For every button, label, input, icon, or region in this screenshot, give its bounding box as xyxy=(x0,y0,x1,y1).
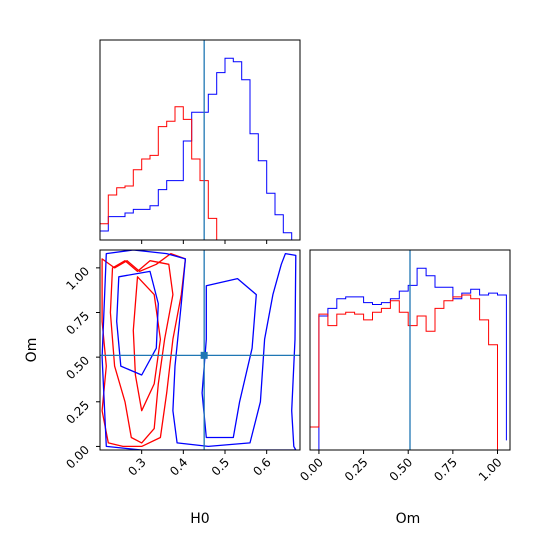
contour-series-1-level-1 xyxy=(201,277,257,439)
om-histogram-panel: 0.00 0.25 0.50 0.75 1.00 xyxy=(297,249,511,484)
truth-marker xyxy=(200,351,208,359)
histogram-step-series-0 xyxy=(310,267,507,451)
h0-om-contour-panel: 0.3 0.4 0.5 0.6 0.00 0.25 0.50 0.75 1.00 xyxy=(63,249,301,479)
contour-series-1-level-0 xyxy=(101,250,297,450)
contour-series-0-level-0 xyxy=(101,252,187,448)
contour-series-0-level-1 xyxy=(109,260,174,444)
x-axis-label-om: Om xyxy=(396,511,421,527)
x-tick-label-0: 0.3 xyxy=(125,455,148,478)
histogram-step-series-1 xyxy=(309,294,507,451)
x-tick-label-4: 1.00 xyxy=(476,455,505,484)
x-tick-label-1: 0.4 xyxy=(167,455,190,478)
x-tick-label-3: 0.6 xyxy=(250,455,273,478)
panel-frame-om xyxy=(309,249,511,451)
h0-histogram-panel xyxy=(99,39,301,244)
y-tick-label-3: 0.75 xyxy=(63,309,92,338)
y-tick-label-4: 1.00 xyxy=(63,264,92,293)
contour-lines xyxy=(101,250,297,450)
x-tick-label-3: 0.75 xyxy=(431,455,460,484)
x-tick-label-2: 0.50 xyxy=(387,455,416,484)
y-tick-label-0: 0.00 xyxy=(63,443,92,472)
contour-series-0-level-2 xyxy=(132,276,162,412)
x-tick-label-2: 0.5 xyxy=(209,455,232,478)
x-tick-label-1: 0.25 xyxy=(342,455,371,484)
panel-frame-contour xyxy=(99,249,301,451)
y-tick-label-1: 0.25 xyxy=(63,398,92,427)
x-axis-label-h0: H0 xyxy=(190,511,209,527)
contour-series-1-level-2 xyxy=(116,270,159,376)
x-tick-label-0: 0.00 xyxy=(297,455,326,484)
histogram-step-series-0 xyxy=(99,57,300,241)
y-tick-label-2: 0.50 xyxy=(63,353,92,382)
y-axis-label-om: Om xyxy=(24,338,40,363)
panel-frame-h0 xyxy=(99,39,301,241)
histogram-step-series-1 xyxy=(99,106,300,241)
